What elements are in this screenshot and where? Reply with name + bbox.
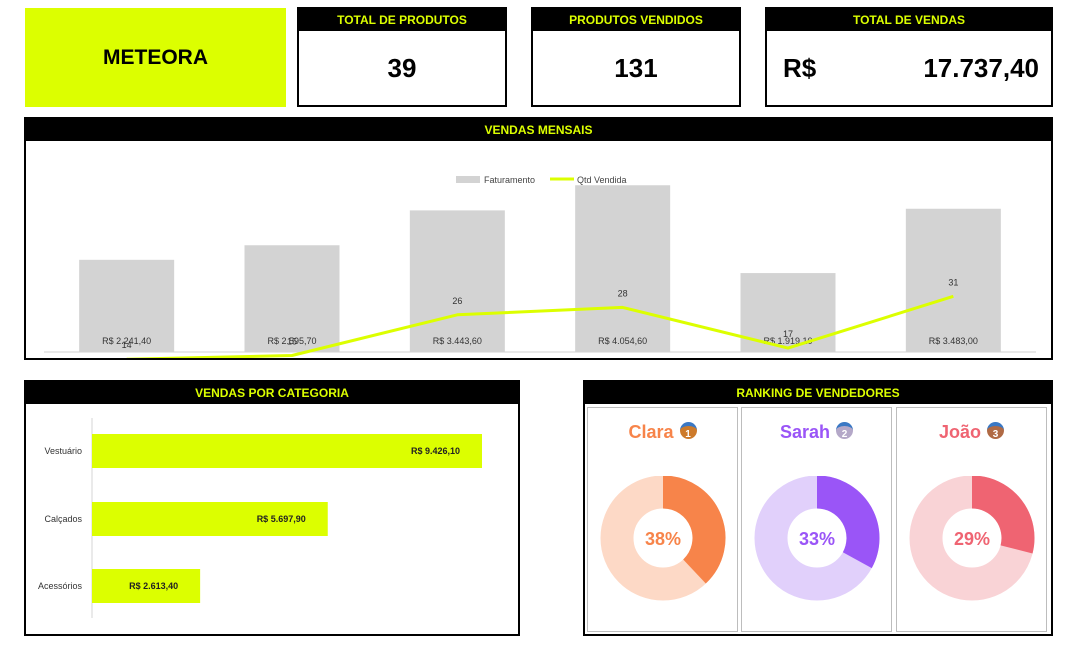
bar-label-jun: R$ 3.483,00: [929, 336, 978, 346]
panel-title: VENDAS POR CATEGORIA: [26, 382, 518, 404]
bar-faturamento-jan: [79, 259, 175, 352]
panel-title: VENDAS MENSAIS: [26, 119, 1051, 141]
seller-card-2: João 3 29%: [896, 407, 1047, 632]
legend-label-faturamento: Faturamento: [484, 175, 535, 185]
category-label: Calçados: [44, 514, 82, 524]
bar-2: [92, 569, 201, 603]
kpi-value: 131: [614, 52, 658, 83]
point-label-jun: 31: [948, 277, 958, 287]
bar-faturamento-jun: [905, 208, 1001, 352]
legend-label-qtd: Qtd Vendida: [577, 175, 627, 185]
bar-0: [92, 434, 482, 468]
point-label-jan: 14: [122, 340, 132, 350]
point-label-mai: 17: [783, 329, 793, 339]
seller-name-text: João: [938, 422, 981, 442]
brand-logo: METEORA: [25, 8, 286, 107]
point-label-fev: 15: [287, 337, 297, 347]
donut-percent-label: 33%: [799, 529, 835, 549]
bar-label-abr: R$ 4.054,60: [598, 336, 647, 346]
kpi-currency: R$: [783, 52, 817, 83]
medal-icon: 3: [987, 422, 1004, 440]
kpi-money-row: R$ 17.737,40: [767, 31, 1051, 105]
category-label: Vestuário: [44, 446, 82, 456]
seller-name-text: Clara: [628, 422, 674, 442]
medal-icon: 1: [679, 422, 697, 440]
bar-faturamento-fev: [244, 245, 340, 352]
kpi-value: 39: [387, 52, 417, 83]
donut-slice: [662, 476, 726, 584]
donut-slice: [816, 476, 880, 569]
bar-value-label: R$ 2.613,40: [129, 581, 178, 591]
seller-name: Sarah 2: [742, 422, 891, 443]
seller-card-1: Sarah 2 33%: [741, 407, 892, 632]
donut-percent-label: 38%: [645, 529, 681, 549]
medal-icon: 2: [836, 422, 854, 440]
seller-donut: 33%: [754, 476, 880, 601]
line-qtd-vendida: [126, 294, 954, 361]
donut-percent-label: 29%: [954, 529, 990, 549]
point-label-abr: 28: [618, 288, 628, 298]
bar-value-label: R$ 9.426,10: [411, 446, 460, 456]
seller-donut: 29%: [909, 476, 1035, 601]
seller-donut: 38%: [600, 476, 726, 601]
point-label-mar: 26: [452, 296, 462, 306]
seller-name-text: Sarah: [779, 422, 831, 442]
bar-label-mai: R$ 1.919,10: [763, 336, 812, 346]
category-sales-chart: R$ 9.426,10 Vestuário R$ 5.697,90 Calçados R…: [38, 418, 482, 618]
bar-value-label: R$ 5.697,90: [257, 514, 306, 524]
bar-label-jan: R$ 2.241,40: [102, 336, 151, 346]
category-label: Acessórios: [38, 581, 83, 591]
bar-faturamento-mar: [409, 210, 505, 352]
bar-label-mar: R$ 3.443,60: [433, 336, 482, 346]
kpi-total-vendas: TOTAL DE VENDAS R$ 17.737,40: [765, 7, 1053, 107]
bar-faturamento-abr: [575, 185, 671, 352]
kpi-total-produtos: TOTAL DE PRODUTOS 39: [297, 7, 507, 107]
kpi-produtos-vendidos: PRODUTOS VENDIDOS 131: [531, 7, 741, 107]
bar-label-fev: R$ 2.595,70: [267, 336, 316, 346]
bar-1: [92, 502, 328, 536]
seller-ranking-panel: RANKING DE VENDEDORES Clara 1 38% Sarah 2 33%…: [583, 380, 1053, 636]
kpi-label: TOTAL DE VENDAS: [767, 9, 1051, 31]
donut-slice: [971, 476, 1035, 554]
panel-title: RANKING DE VENDEDORES: [585, 382, 1051, 404]
seller-name: João 3: [897, 422, 1046, 443]
seller-card-0: Clara 1 38%: [587, 407, 738, 632]
monthly-sales-panel: VENDAS MENSAIS Faturamento Qtd Vendida R$ …: [24, 117, 1053, 372]
category-sales-panel: VENDAS POR CATEGORIA R$ 9.426,10 Vestuári…: [24, 380, 520, 636]
kpi-label: PRODUTOS VENDIDOS: [533, 9, 739, 31]
seller-name: Clara 1: [588, 422, 737, 443]
kpi-value: 17.737,40: [923, 52, 1039, 83]
legend-swatch-faturamento: [456, 176, 480, 183]
kpi-label: TOTAL DE PRODUTOS: [299, 9, 505, 31]
